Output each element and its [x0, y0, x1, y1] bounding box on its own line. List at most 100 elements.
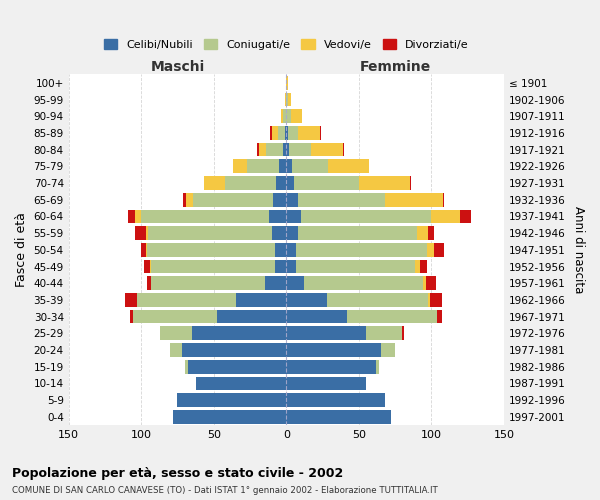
- Bar: [136, 210, 141, 224]
- Bar: [247, 160, 279, 173]
- Bar: [420, 260, 427, 274]
- Bar: [146, 226, 148, 240]
- Bar: [259, 143, 266, 156]
- Bar: [428, 293, 430, 307]
- Bar: [410, 176, 411, 190]
- Bar: [275, 260, 286, 274]
- Bar: [289, 143, 311, 156]
- Bar: [193, 193, 273, 206]
- Bar: [265, 276, 286, 290]
- Bar: [141, 243, 146, 256]
- Bar: [128, 210, 136, 224]
- Bar: [286, 393, 385, 407]
- Bar: [347, 310, 437, 324]
- Bar: [192, 326, 286, 340]
- Bar: [151, 260, 275, 274]
- Bar: [185, 360, 188, 374]
- Bar: [203, 176, 226, 190]
- Bar: [320, 126, 321, 140]
- Bar: [286, 343, 380, 357]
- Bar: [343, 143, 344, 156]
- Bar: [188, 360, 286, 374]
- Bar: [290, 110, 302, 123]
- Bar: [226, 176, 276, 190]
- Bar: [327, 293, 428, 307]
- Bar: [286, 160, 292, 173]
- Bar: [217, 310, 286, 324]
- Bar: [311, 143, 343, 156]
- Bar: [298, 193, 385, 206]
- Bar: [288, 126, 298, 140]
- Bar: [366, 326, 403, 340]
- Bar: [286, 143, 289, 156]
- Text: Maschi: Maschi: [151, 60, 205, 74]
- Bar: [376, 360, 379, 374]
- Bar: [273, 193, 286, 206]
- Bar: [144, 260, 150, 274]
- Bar: [380, 343, 395, 357]
- Bar: [285, 92, 286, 106]
- Bar: [151, 276, 265, 290]
- Bar: [301, 210, 431, 224]
- Bar: [186, 193, 193, 206]
- Bar: [296, 260, 415, 274]
- Bar: [236, 293, 286, 307]
- Bar: [292, 160, 328, 173]
- Bar: [269, 210, 286, 224]
- Bar: [173, 410, 286, 424]
- Bar: [428, 226, 434, 240]
- Bar: [182, 343, 286, 357]
- Text: Femmine: Femmine: [359, 60, 431, 74]
- Bar: [422, 276, 425, 290]
- Bar: [141, 210, 269, 224]
- Bar: [286, 176, 293, 190]
- Bar: [178, 393, 286, 407]
- Bar: [304, 276, 422, 290]
- Bar: [359, 176, 410, 190]
- Bar: [183, 193, 186, 206]
- Bar: [415, 260, 420, 274]
- Bar: [196, 376, 286, 390]
- Bar: [271, 126, 272, 140]
- Bar: [275, 243, 286, 256]
- Bar: [298, 126, 320, 140]
- Legend: Celibi/Nubili, Coniugati/e, Vedovi/e, Divorziati/e: Celibi/Nubili, Coniugati/e, Vedovi/e, Di…: [100, 34, 473, 54]
- Bar: [296, 243, 427, 256]
- Bar: [286, 376, 366, 390]
- Bar: [281, 110, 283, 123]
- Bar: [286, 276, 304, 290]
- Bar: [403, 326, 404, 340]
- Bar: [137, 293, 236, 307]
- Bar: [443, 193, 445, 206]
- Bar: [276, 176, 286, 190]
- Bar: [286, 210, 301, 224]
- Bar: [286, 243, 296, 256]
- Bar: [286, 92, 288, 106]
- Bar: [286, 126, 288, 140]
- Bar: [279, 160, 286, 173]
- Bar: [385, 193, 443, 206]
- Bar: [146, 243, 147, 256]
- Bar: [147, 243, 275, 256]
- Bar: [266, 143, 283, 156]
- Bar: [328, 160, 369, 173]
- Bar: [150, 260, 151, 274]
- Text: COMUNE DI SAN CARLO CANAVESE (TO) - Dati ISTAT 1° gennaio 2002 - Elaborazione TU: COMUNE DI SAN CARLO CANAVESE (TO) - Dati…: [12, 486, 438, 495]
- Bar: [437, 310, 442, 324]
- Bar: [286, 260, 296, 274]
- Bar: [278, 126, 285, 140]
- Bar: [286, 310, 347, 324]
- Bar: [434, 243, 445, 256]
- Bar: [130, 310, 133, 324]
- Bar: [272, 126, 278, 140]
- Bar: [136, 226, 146, 240]
- Bar: [431, 210, 460, 224]
- Bar: [286, 76, 288, 90]
- Bar: [430, 293, 442, 307]
- Text: Popolazione per età, sesso e stato civile - 2002: Popolazione per età, sesso e stato civil…: [12, 468, 343, 480]
- Bar: [286, 193, 298, 206]
- Bar: [293, 176, 359, 190]
- Bar: [257, 143, 259, 156]
- Bar: [286, 360, 376, 374]
- Y-axis label: Anni di nascita: Anni di nascita: [572, 206, 585, 294]
